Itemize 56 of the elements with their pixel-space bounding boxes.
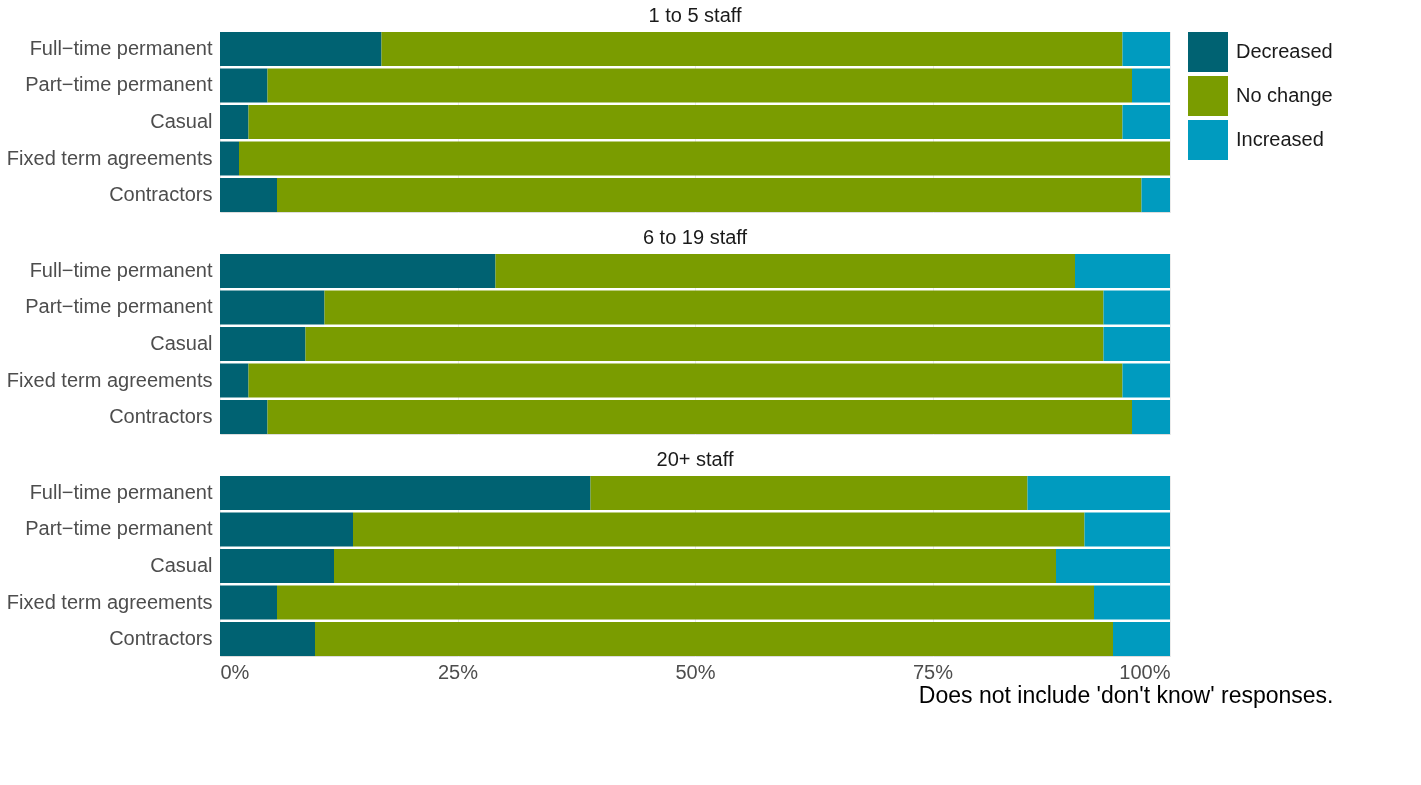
bar xyxy=(267,400,1132,434)
bar xyxy=(495,254,1075,288)
bar xyxy=(1122,105,1170,139)
bar xyxy=(220,32,382,66)
bar xyxy=(220,400,268,434)
x-tick-label: 25% xyxy=(437,660,479,683)
bar xyxy=(1132,68,1170,103)
chart-title: 6 to 19 staff xyxy=(642,226,748,248)
bar xyxy=(220,68,268,103)
bar xyxy=(220,178,277,212)
legend-label: Decreased xyxy=(1236,40,1333,62)
bar xyxy=(381,32,1123,66)
chart-title: 1 to 5 staff xyxy=(648,4,742,26)
bar xyxy=(1132,400,1170,434)
bar xyxy=(1122,363,1170,398)
y-tick-label: Contractors xyxy=(109,627,213,650)
bar xyxy=(220,254,496,288)
y-tick-label: Contractors xyxy=(109,405,213,428)
legend-label: Increased xyxy=(1236,128,1324,150)
y-tick-label: Casual xyxy=(150,554,213,576)
bar xyxy=(305,327,1104,361)
bar xyxy=(220,141,239,176)
bar xyxy=(248,363,1123,398)
chart-title: 20+ staff xyxy=(656,448,734,470)
bar xyxy=(248,105,1123,139)
y-tick-label: Fixed term agreements xyxy=(6,146,213,169)
x-tick-label: 75% xyxy=(912,660,954,683)
bar xyxy=(220,363,249,398)
y-tick-label: Full−time permanent xyxy=(29,480,213,503)
legend-label: No change xyxy=(1236,84,1333,106)
bar xyxy=(239,141,1170,176)
bar xyxy=(220,105,249,139)
bar xyxy=(1075,254,1170,288)
bar xyxy=(1141,178,1170,212)
bar xyxy=(267,68,1132,103)
bar xyxy=(220,290,325,325)
y-tick-label: Full−time permanent xyxy=(29,36,213,59)
bar xyxy=(324,290,1104,325)
y-tick-label: Casual xyxy=(150,332,213,354)
y-tick-label: Full−time permanent xyxy=(29,258,213,281)
y-tick-label: Part−time permanent xyxy=(25,295,213,318)
y-tick-label: Fixed term agreements xyxy=(6,368,213,391)
y-tick-label: Casual xyxy=(150,110,213,132)
y-tick-label: Part−time permanent xyxy=(25,517,213,540)
y-tick-label: Contractors xyxy=(109,183,213,206)
x-tick-label: 100% xyxy=(1119,660,1171,683)
y-tick-label: Fixed term agreements xyxy=(6,590,213,613)
x-tick-label: 50% xyxy=(675,660,716,683)
bar xyxy=(1103,290,1170,325)
text: Does not include 'don't know' responses. xyxy=(918,681,1334,708)
x-tick-label: 0% xyxy=(220,660,250,683)
bar xyxy=(277,178,1142,212)
bar xyxy=(1122,32,1170,66)
y-tick-label: Part−time permanent xyxy=(25,73,213,96)
bar xyxy=(1103,327,1170,361)
bar xyxy=(220,327,306,361)
